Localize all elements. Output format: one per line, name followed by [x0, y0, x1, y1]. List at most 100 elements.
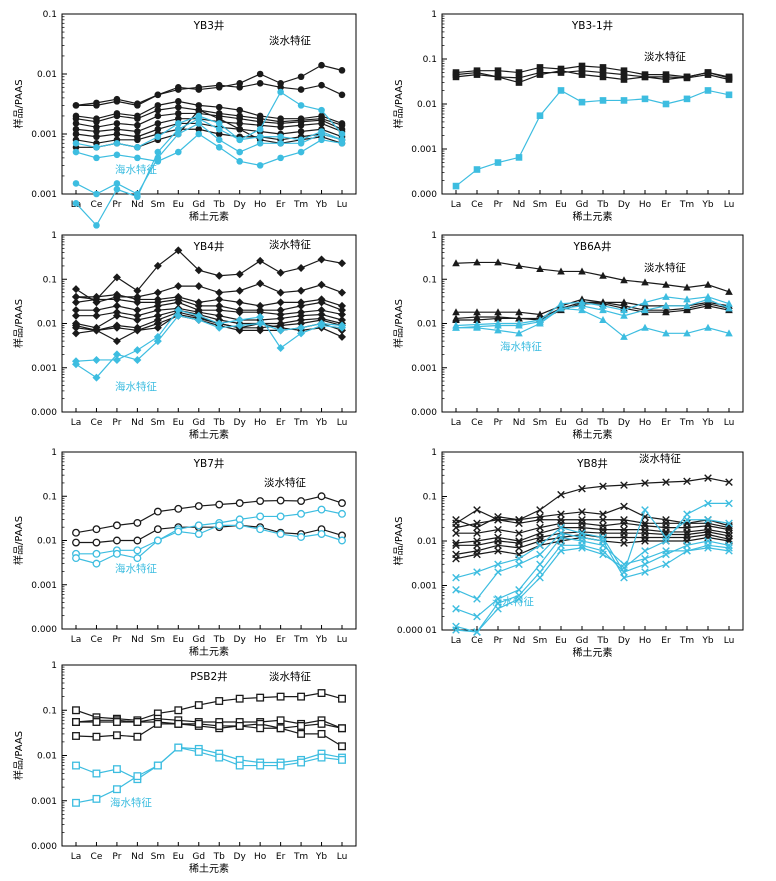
y-tick-label: 0.01 — [417, 320, 437, 330]
series-11 — [72, 311, 346, 382]
data-point — [154, 106, 162, 114]
data-point — [452, 541, 460, 550]
data-point — [92, 538, 101, 547]
data-point — [473, 529, 481, 537]
data-point — [133, 326, 142, 335]
data-point — [620, 67, 628, 74]
data-point — [112, 536, 121, 545]
data-point — [112, 718, 121, 726]
x-tick-label: Tb — [213, 200, 225, 210]
data-point — [641, 547, 649, 555]
data-point — [133, 554, 142, 563]
data-point — [174, 282, 183, 291]
data-point — [256, 497, 265, 505]
y-tick-label: 0.1 — [43, 492, 57, 502]
data-point — [515, 519, 523, 528]
data-point — [235, 315, 244, 324]
y-tick-label: 0.001 — [31, 364, 57, 374]
seawater-annotation: 海水特征 — [500, 340, 542, 353]
x-tick-label: Sm — [533, 636, 547, 646]
data-point — [515, 321, 523, 329]
data-point — [194, 521, 203, 530]
data-point — [297, 533, 306, 541]
data-point — [235, 270, 244, 279]
series-line — [455, 65, 730, 78]
data-point — [92, 311, 101, 320]
data-point — [473, 519, 481, 528]
seawater-annotation: 海水特征 — [115, 562, 157, 575]
data-point — [297, 323, 306, 332]
data-point — [725, 299, 733, 307]
x-tick-label: Sm — [151, 200, 165, 210]
data-point — [494, 159, 502, 166]
x-tick-label: Gd — [576, 418, 589, 428]
x-tick-label: Nd — [131, 418, 143, 428]
y-tick-label: 1 — [431, 10, 437, 20]
data-point — [175, 120, 182, 127]
data-point — [725, 547, 733, 555]
series-line — [455, 477, 730, 529]
y-tick-label: 0.001 — [411, 145, 437, 155]
x-tick-label: Ce — [471, 636, 483, 646]
data-point — [620, 481, 628, 489]
data-point — [536, 541, 544, 550]
data-point — [276, 268, 285, 277]
data-point — [297, 329, 306, 338]
data-point — [704, 499, 712, 508]
data-point — [154, 102, 162, 109]
data-point — [641, 506, 649, 514]
x-tick-label: Er — [661, 200, 671, 210]
data-point — [194, 701, 203, 710]
data-point — [515, 314, 523, 322]
data-point — [72, 538, 80, 547]
y-tick-label: 0.1 — [423, 493, 437, 503]
data-point — [236, 148, 243, 156]
data-point — [473, 323, 481, 331]
data-point — [276, 716, 285, 725]
y-tick-label: 0.001 — [411, 364, 437, 374]
series-line — [455, 89, 730, 187]
data-point — [338, 509, 346, 518]
data-point — [318, 106, 325, 114]
data-point — [317, 255, 326, 264]
data-point — [578, 541, 586, 550]
data-point — [620, 71, 628, 78]
x-tick-label: Tm — [293, 635, 308, 645]
y-tick-label: 0.001 — [31, 581, 57, 591]
data-point — [557, 299, 565, 307]
x-tick-label: Tb — [596, 200, 608, 210]
series-line — [455, 532, 730, 600]
x-tick-label: Eu — [173, 635, 184, 645]
data-point — [318, 120, 325, 127]
data-point — [515, 529, 523, 537]
data-point — [256, 133, 264, 141]
data-point — [215, 301, 224, 310]
data-point — [317, 280, 326, 289]
data-point — [113, 112, 121, 120]
data-point — [277, 84, 284, 91]
data-point — [236, 120, 243, 127]
freshwater-annotation: 淡水特征 — [269, 35, 311, 47]
data-point — [318, 61, 325, 69]
data-point — [154, 133, 162, 141]
data-point — [683, 541, 691, 550]
data-point — [133, 772, 142, 781]
freshwater-annotation: 淡水特征 — [269, 671, 311, 683]
x-tick-label: Nd — [513, 200, 525, 210]
y-tick-label: 0.1 — [43, 706, 57, 716]
data-point — [174, 719, 183, 728]
data-point — [338, 321, 346, 330]
data-point — [725, 329, 733, 337]
data-point — [297, 721, 306, 730]
x-tick-label: Tb — [596, 636, 608, 646]
data-point — [113, 139, 121, 147]
data-point — [113, 151, 121, 159]
data-point — [134, 154, 141, 162]
data-point — [494, 321, 502, 329]
data-point — [195, 115, 203, 122]
x-tick-label: Gd — [576, 200, 589, 210]
data-point — [93, 154, 100, 162]
series-line — [75, 309, 343, 362]
data-point — [599, 550, 607, 559]
x-tick-label: Eu — [173, 200, 184, 210]
